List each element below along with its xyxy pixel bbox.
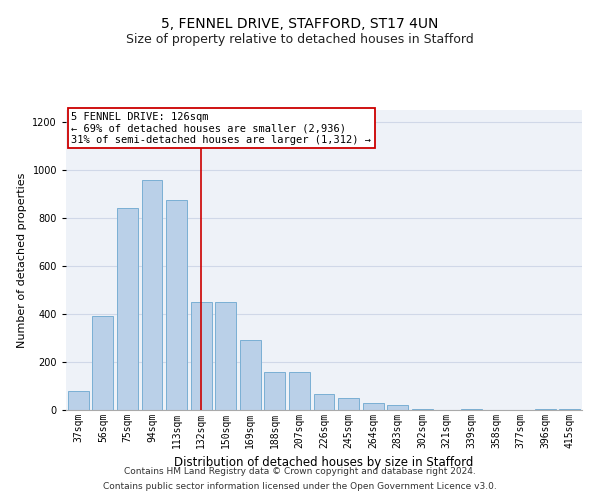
Bar	[142, 180, 163, 410]
Text: Size of property relative to detached houses in Stafford: Size of property relative to detached ho…	[126, 32, 474, 46]
Bar	[559, 409, 580, 410]
Bar	[387, 405, 408, 410]
X-axis label: Distribution of detached houses by size in Stafford: Distribution of detached houses by size …	[175, 456, 473, 469]
Bar	[92, 316, 113, 410]
Bar	[240, 340, 261, 410]
Bar	[338, 398, 359, 410]
Bar	[362, 403, 383, 410]
Text: Contains public sector information licensed under the Open Government Licence v3: Contains public sector information licen…	[103, 482, 497, 491]
Bar	[461, 409, 482, 410]
Bar	[265, 372, 286, 410]
Y-axis label: Number of detached properties: Number of detached properties	[17, 172, 27, 348]
Bar	[191, 302, 212, 410]
Bar	[166, 200, 187, 410]
Bar	[289, 372, 310, 410]
Text: Contains HM Land Registry data © Crown copyright and database right 2024.: Contains HM Land Registry data © Crown c…	[124, 467, 476, 476]
Bar	[412, 409, 433, 410]
Text: 5, FENNEL DRIVE, STAFFORD, ST17 4UN: 5, FENNEL DRIVE, STAFFORD, ST17 4UN	[161, 18, 439, 32]
Bar	[68, 391, 89, 410]
Bar	[117, 208, 138, 410]
Bar	[215, 302, 236, 410]
Bar	[535, 409, 556, 410]
Text: 5 FENNEL DRIVE: 126sqm
← 69% of detached houses are smaller (2,936)
31% of semi-: 5 FENNEL DRIVE: 126sqm ← 69% of detached…	[71, 112, 371, 144]
Bar	[314, 394, 334, 410]
